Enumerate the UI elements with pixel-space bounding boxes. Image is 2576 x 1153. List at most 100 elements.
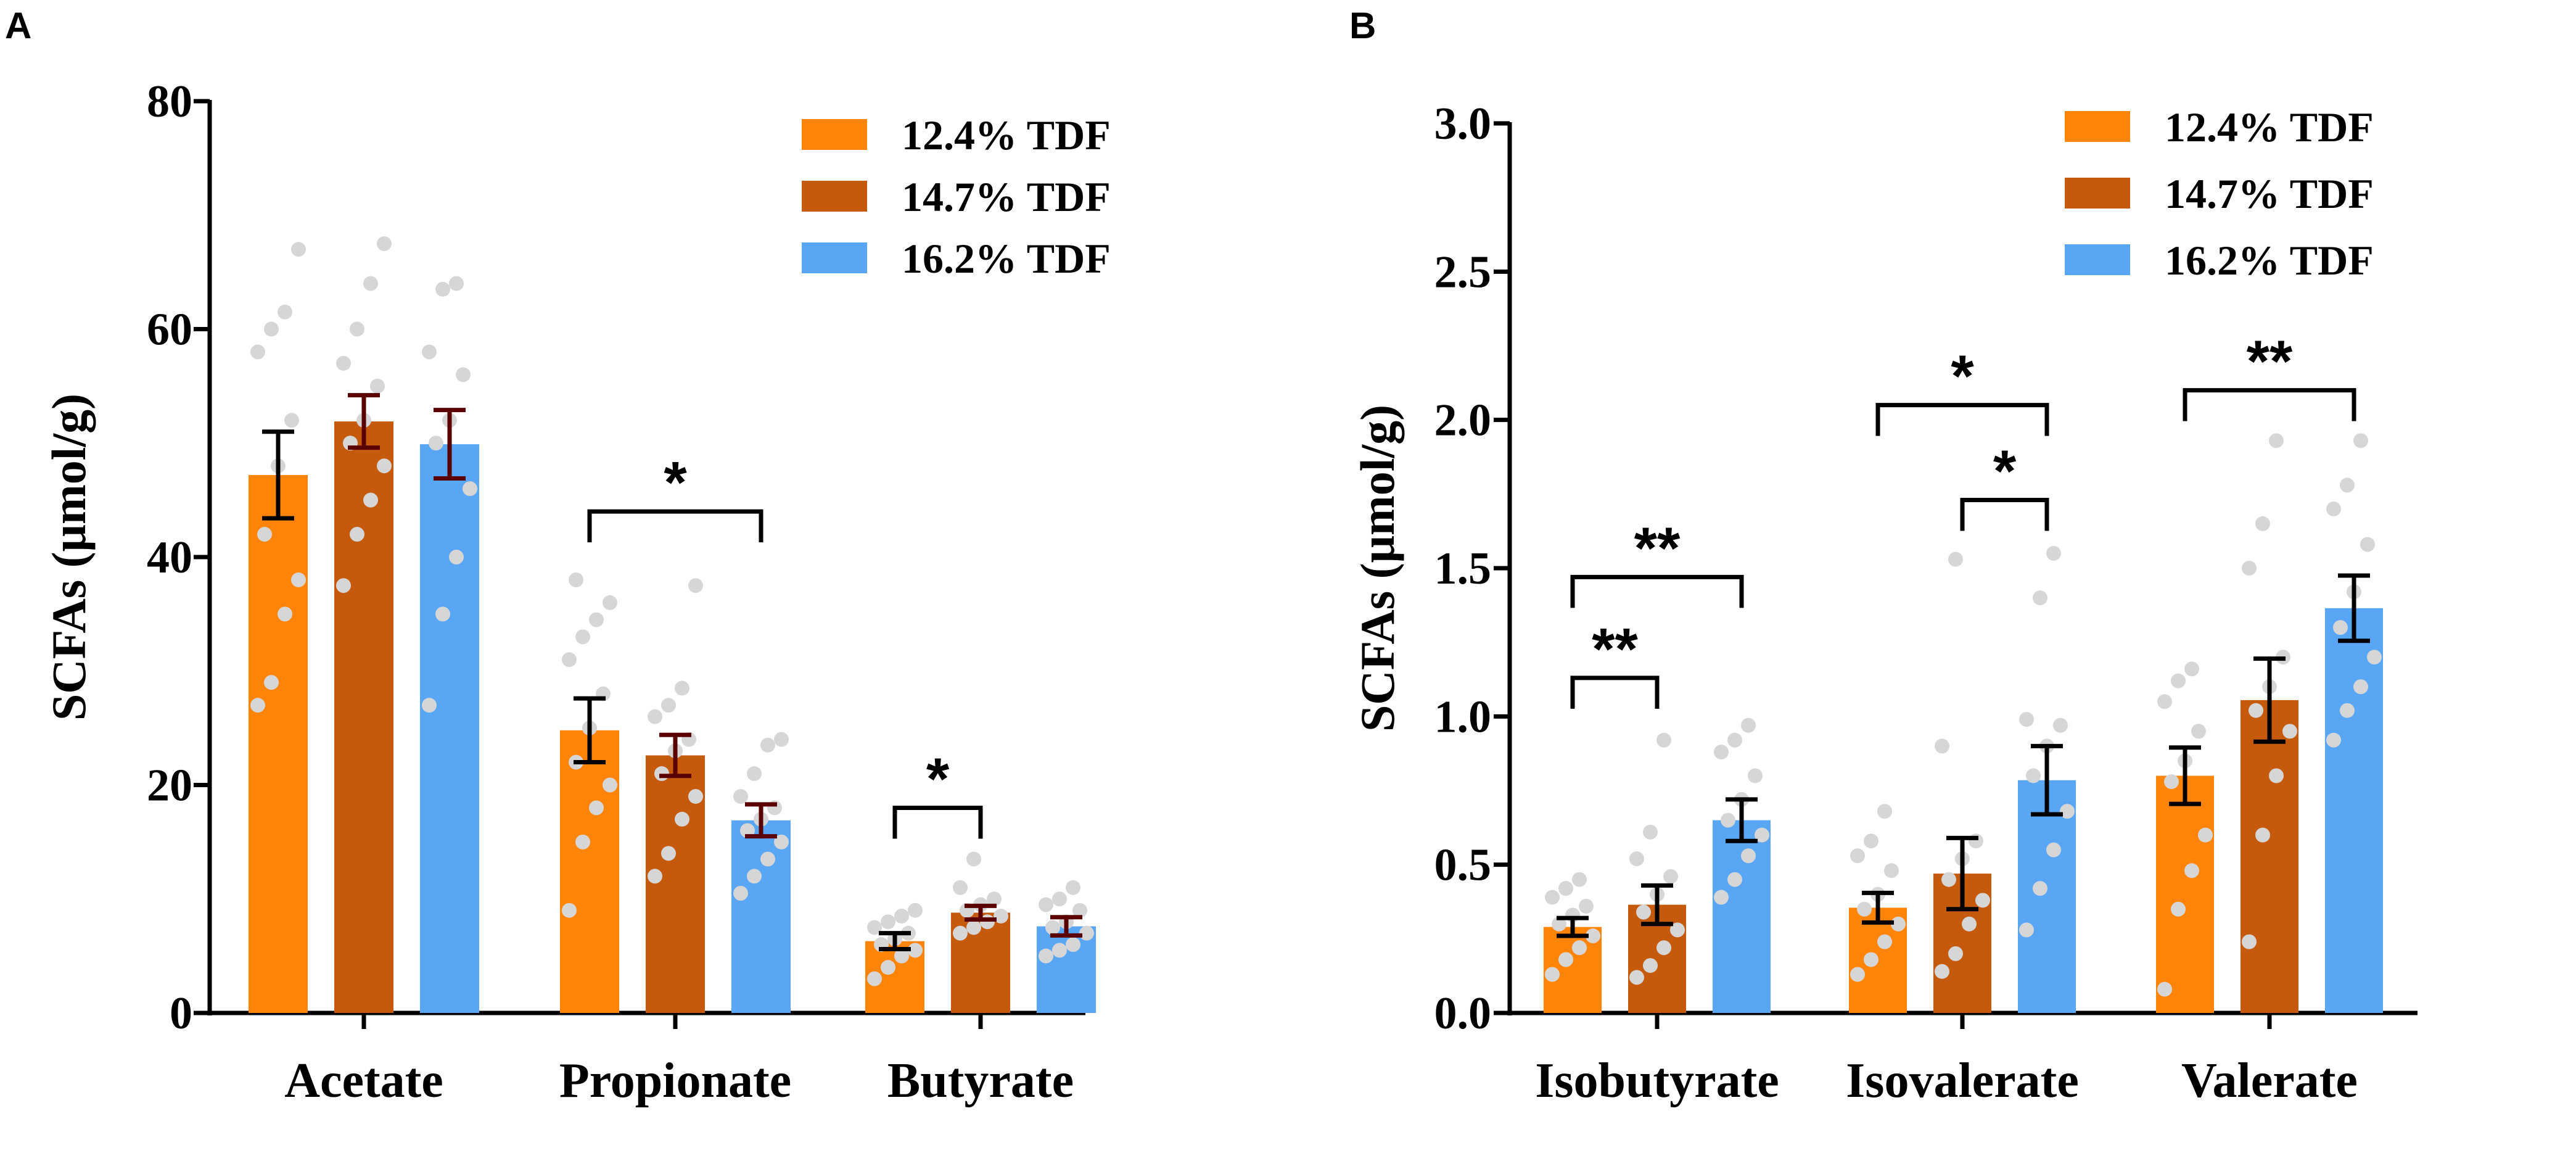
panel-a-data-point bbox=[648, 709, 662, 724]
panel-a-data-point bbox=[257, 527, 272, 542]
panel-b-data-point bbox=[1850, 967, 1865, 982]
panel-a-bar bbox=[249, 474, 308, 1013]
panel-b-y-tick-label: 1.5 bbox=[1434, 543, 1492, 594]
panel-a-data-point bbox=[894, 908, 909, 924]
panel-a-data-point bbox=[291, 242, 306, 257]
panel-a-data-point bbox=[1052, 943, 1067, 958]
panel-a-data-point bbox=[575, 834, 590, 849]
panel-b-data-point bbox=[2353, 433, 2368, 448]
panel-a-bar bbox=[731, 820, 791, 1013]
panel-a-letter: A bbox=[5, 5, 31, 46]
panel-a-data-point bbox=[774, 732, 789, 747]
panel-b-legend-label: 12.4% TDF bbox=[2165, 104, 2374, 151]
panel-b-data-point bbox=[2269, 768, 2284, 783]
panel-b-data-point bbox=[1586, 928, 1600, 944]
panel-b-bar bbox=[2325, 608, 2383, 1013]
panel-a-data-point bbox=[278, 304, 292, 320]
panel-b-legend-label: 14.7% TDF bbox=[2165, 170, 2374, 217]
panel-b-data-point bbox=[1755, 827, 1769, 843]
panel-b-data-point bbox=[1629, 970, 1644, 985]
panel-a-category-label: Propionate bbox=[559, 1054, 791, 1108]
panel-a-bar bbox=[420, 444, 479, 1013]
panel-b-data-point bbox=[2171, 901, 2186, 917]
panel-a-data-point bbox=[603, 777, 617, 793]
panel-b-data-point bbox=[2053, 717, 2068, 733]
panel-b-data-point bbox=[1850, 848, 1865, 864]
panel-a-data-point bbox=[881, 960, 895, 975]
panel-b-data-point bbox=[1941, 872, 1956, 887]
panel-a-data-point bbox=[733, 788, 748, 804]
panel-b-data-point bbox=[2046, 842, 2061, 858]
panel-b: B 0.0 0.5 1.0 1.5 2.0 2.5 3.0 Isobutyrate Isoval… bbox=[1349, 5, 2418, 1108]
panel-b-y-tick-label: 2.0 bbox=[1434, 395, 1492, 446]
panel-b-data-point bbox=[1558, 952, 1573, 967]
panel-a-data-point bbox=[449, 550, 464, 564]
panel-a-data-point bbox=[291, 572, 306, 587]
panel-a-significance-label: * bbox=[926, 746, 950, 812]
panel-a-data-point bbox=[575, 629, 590, 645]
panel-a: A 0 20 40 60 80 Acetate Propionate Butyrate SCFA… bbox=[5, 5, 1111, 1108]
panel-b-data-point bbox=[2171, 673, 2186, 688]
panel-a-data-point bbox=[278, 606, 292, 622]
panel-b-significance-label: * bbox=[1951, 344, 1974, 410]
panel-b-y-tick-label: 0.5 bbox=[1434, 840, 1492, 891]
panel-b-legend-swatch bbox=[2065, 244, 2130, 275]
panel-b-data-point bbox=[1545, 967, 1560, 982]
panel-a-data-point bbox=[1045, 920, 1060, 935]
panel-a-data-point bbox=[1052, 891, 1067, 907]
panel-b-category-label: Valerate bbox=[2181, 1054, 2358, 1108]
panel-b-data-point bbox=[1552, 916, 1566, 932]
panel-a-y-axis-title: SCFAs (μmol/g) bbox=[42, 394, 96, 721]
panel-b-data-point bbox=[1714, 890, 1729, 905]
panel-a-data-point bbox=[603, 595, 617, 610]
panel-b-data-point bbox=[2326, 732, 2341, 748]
panel-a-data-point bbox=[747, 766, 762, 782]
panel-a-legend-label: 16.2% TDF bbox=[902, 235, 1111, 282]
panel-b-data-point bbox=[2326, 501, 2341, 516]
panel-a-data-point bbox=[966, 920, 981, 935]
panel-b-data-point bbox=[2184, 661, 2199, 677]
panel-a-data-point bbox=[675, 811, 689, 827]
panel-a-data-point bbox=[435, 281, 450, 297]
panel-a-data-point bbox=[350, 321, 364, 337]
panel-a-data-point bbox=[422, 698, 437, 713]
panel-a-category-label: Acetate bbox=[284, 1054, 443, 1108]
panel-a-data-point bbox=[1039, 948, 1053, 964]
panel-b-data-point bbox=[1643, 958, 1658, 973]
panel-a-data-point bbox=[264, 321, 279, 337]
panel-a-data-point bbox=[429, 436, 443, 451]
panel-a-significance-bracket bbox=[587, 509, 763, 543]
panel-a-data-point bbox=[363, 492, 378, 508]
panel-b-data-point bbox=[2242, 561, 2257, 576]
panel-a-y-tick-label: 20 bbox=[147, 761, 192, 811]
panel-b-data-point bbox=[1663, 869, 1678, 884]
panel-a-data-point bbox=[661, 698, 676, 713]
panel-a-data-point bbox=[894, 948, 909, 964]
panel-b-data-point bbox=[2242, 934, 2257, 949]
panel-b-data-point bbox=[2353, 679, 2368, 695]
panel-b-category-label: Isobutyrate bbox=[1535, 1054, 1779, 1108]
panel-a-legend-swatch bbox=[802, 181, 867, 212]
panel-b-significance-bracket bbox=[1570, 574, 1744, 608]
panel-a-data-point bbox=[562, 652, 577, 667]
panel-b-data-point bbox=[2157, 694, 2172, 709]
panel-b-letter: B bbox=[1349, 5, 1376, 46]
panel-a-data-point bbox=[569, 572, 583, 587]
panel-b-data-point bbox=[1643, 824, 1658, 840]
panel-b-data-point bbox=[2019, 712, 2034, 727]
panel-b-data-point bbox=[1741, 717, 1756, 733]
panel-a-data-point bbox=[908, 903, 923, 918]
panel-b-data-point bbox=[1714, 745, 1729, 760]
panel-b-data-point bbox=[1727, 732, 1742, 748]
panel-a-data-point bbox=[284, 413, 299, 428]
panel-a-data-point bbox=[1066, 937, 1080, 953]
panel-a-data-point bbox=[1066, 880, 1080, 895]
panel-a-data-point bbox=[688, 788, 703, 804]
panel-b-significance-label: ** bbox=[2247, 329, 2293, 395]
panel-b-data-point bbox=[1629, 851, 1644, 867]
panel-b-significance-label: ** bbox=[1634, 515, 1681, 581]
panel-b-data-point bbox=[1884, 863, 1899, 878]
panel-b-data-point bbox=[2198, 827, 2213, 843]
panel-a-y-tick-label: 80 bbox=[147, 76, 192, 127]
